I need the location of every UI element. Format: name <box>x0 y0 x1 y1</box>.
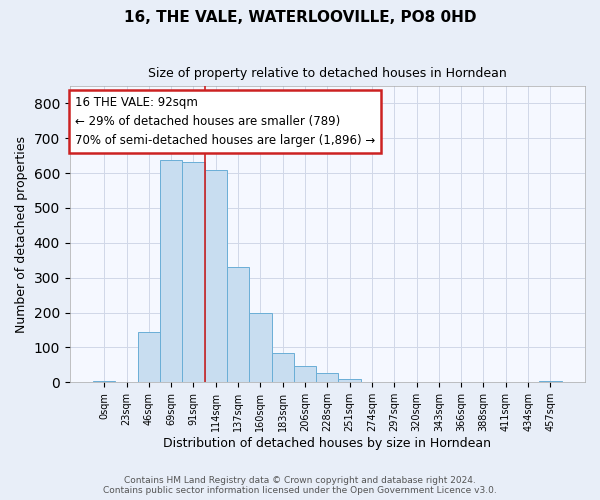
Text: 16 THE VALE: 92sqm
← 29% of detached houses are smaller (789)
70% of semi-detach: 16 THE VALE: 92sqm ← 29% of detached hou… <box>75 96 375 147</box>
X-axis label: Distribution of detached houses by size in Horndean: Distribution of detached houses by size … <box>163 437 491 450</box>
Bar <box>182 162 205 382</box>
Bar <box>539 380 562 382</box>
Y-axis label: Number of detached properties: Number of detached properties <box>15 136 28 332</box>
Bar <box>137 332 160 382</box>
Bar <box>205 170 227 382</box>
Bar <box>93 380 115 382</box>
Bar <box>338 378 361 382</box>
Bar <box>316 373 338 382</box>
Bar <box>272 353 294 382</box>
Text: 16, THE VALE, WATERLOOVILLE, PO8 0HD: 16, THE VALE, WATERLOOVILLE, PO8 0HD <box>124 10 476 25</box>
Bar <box>249 312 272 382</box>
Bar <box>160 160 182 382</box>
Bar <box>227 267 249 382</box>
Text: Contains HM Land Registry data © Crown copyright and database right 2024.
Contai: Contains HM Land Registry data © Crown c… <box>103 476 497 495</box>
Title: Size of property relative to detached houses in Horndean: Size of property relative to detached ho… <box>148 68 507 80</box>
Bar <box>294 366 316 382</box>
